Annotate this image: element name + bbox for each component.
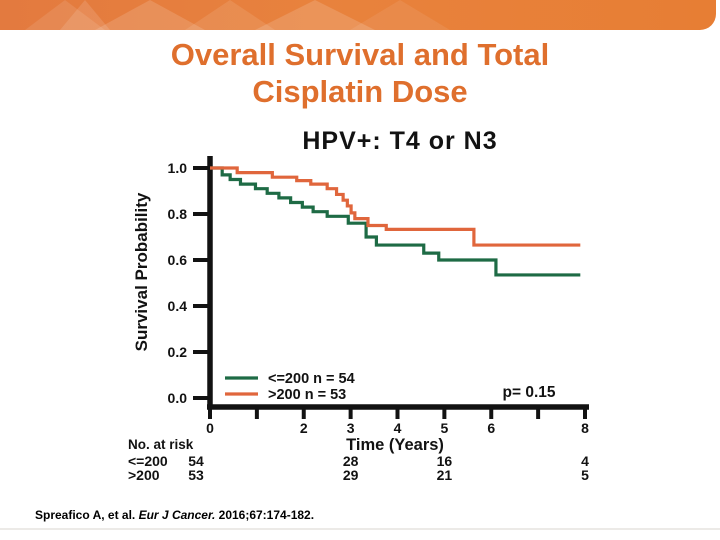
x-tick-label: 5 [440,420,448,436]
x-axis-title: Time (Years) [346,436,444,454]
x-tick-label: 0 [206,420,214,436]
risk-value: 28 [343,453,359,469]
x-tick-label: 4 [394,420,402,436]
risk-value: 54 [188,453,204,469]
risk-value: 53 [188,467,204,483]
banner-triangle-decoration [350,0,450,30]
risk-row-label: <=200 [128,453,168,469]
legend-label: >200 n = 53 [268,387,346,403]
y-tick-label: 0.4 [168,298,188,314]
p-value-annotation: p= 0.15 [503,384,556,401]
slide-title: Overall Survival and Total Cisplatin Dos… [0,36,720,110]
y-tick-label: 1.0 [168,160,188,176]
header-banner [0,0,716,30]
bottom-divider [0,528,720,530]
citation-authors: Spreafico A, et al. [35,508,139,522]
citation: Spreafico A, et al. Eur J Cancer. 2016;6… [35,508,314,522]
banner-triangle-decoration [185,0,275,30]
y-tick-label: 0.6 [168,252,188,268]
risk-table-label: No. at risk [128,437,194,452]
x-tick-label: 6 [487,420,495,436]
citation-journal: Eur J Cancer. [138,508,216,522]
x-tick-label: 3 [347,420,355,436]
slide-title-line2: Cisplatin Dose [252,74,468,109]
y-tick-label: 0.8 [168,206,188,222]
slide-title-line1: Overall Survival and Total [170,37,550,72]
survival-plot: HPV+: T4 or N3 Survival Probability Time… [128,127,589,483]
legend-label: <=200 n = 54 [268,371,355,387]
banner-triangle-decoration [255,0,375,30]
risk-value: 21 [437,467,453,483]
x-tick-label: 8 [581,420,589,436]
risk-row-label: >200 [128,467,160,483]
risk-value: 29 [343,467,359,483]
risk-value: 5 [581,467,589,483]
y-axis-title: Survival Probability [132,192,151,351]
x-tick-label: 2 [300,420,308,436]
chart-title: HPV+: T4 or N3 [302,127,497,155]
km-curve-gt200 [210,166,581,247]
risk-value: 16 [437,453,453,469]
banner-triangle-decoration [95,0,205,30]
risk-value: 4 [581,453,589,469]
y-tick-label: 0.0 [168,390,188,406]
y-tick-label: 0.2 [168,344,188,360]
citation-volume-pages: 2016;67:174-182. [215,508,315,522]
km-curve-le200 [210,166,581,277]
